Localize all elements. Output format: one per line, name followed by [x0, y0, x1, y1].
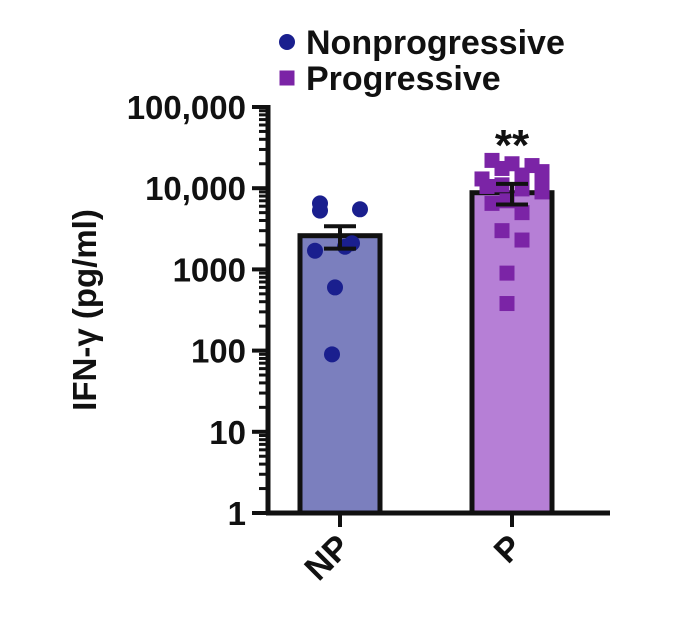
- data-point-np: [312, 202, 328, 219]
- data-point-p: [499, 296, 515, 312]
- x-tick-label: P: [487, 528, 530, 571]
- data-point-p: [514, 205, 530, 221]
- bar-np: [297, 233, 383, 516]
- legend-marker-circle: [279, 34, 295, 50]
- data-point-np: [307, 242, 323, 259]
- data-point-p: [494, 160, 510, 176]
- annotations: **: [495, 121, 530, 170]
- data-point-p: [484, 195, 500, 211]
- data-point-p: [514, 232, 530, 248]
- significance-label: **: [495, 121, 530, 170]
- legend-label: Progressive: [306, 60, 501, 98]
- x-axis: NP P: [266, 510, 610, 588]
- data-point-p: [494, 223, 510, 239]
- data-point-np: [327, 279, 343, 296]
- data-points: [307, 152, 550, 363]
- y-tick-label: 1: [228, 495, 246, 532]
- data-point-np: [352, 201, 368, 218]
- y-axis-title: IFN-γ (pg/ml): [66, 209, 103, 411]
- legend-marker-square: [279, 70, 295, 86]
- y-tick-label: 1000: [173, 251, 246, 288]
- data-point-p: [479, 178, 495, 194]
- data-point-p: [499, 265, 515, 281]
- y-axis: 1 10 100 1000 10,000 100,000: [127, 89, 271, 532]
- x-tick-label: NP: [297, 528, 357, 588]
- y-tick-label: 10,000: [145, 170, 246, 207]
- y-tick-label: 100: [191, 333, 246, 370]
- y-tick-label: 10: [209, 414, 246, 451]
- legend-label: Nonprogressive: [306, 24, 565, 62]
- data-point-np: [324, 346, 340, 363]
- y-tick-label: 100,000: [127, 89, 246, 126]
- data-point-p: [514, 167, 530, 183]
- bar-p: [469, 190, 555, 516]
- error-bars: [324, 181, 528, 251]
- data-point-p: [534, 184, 550, 200]
